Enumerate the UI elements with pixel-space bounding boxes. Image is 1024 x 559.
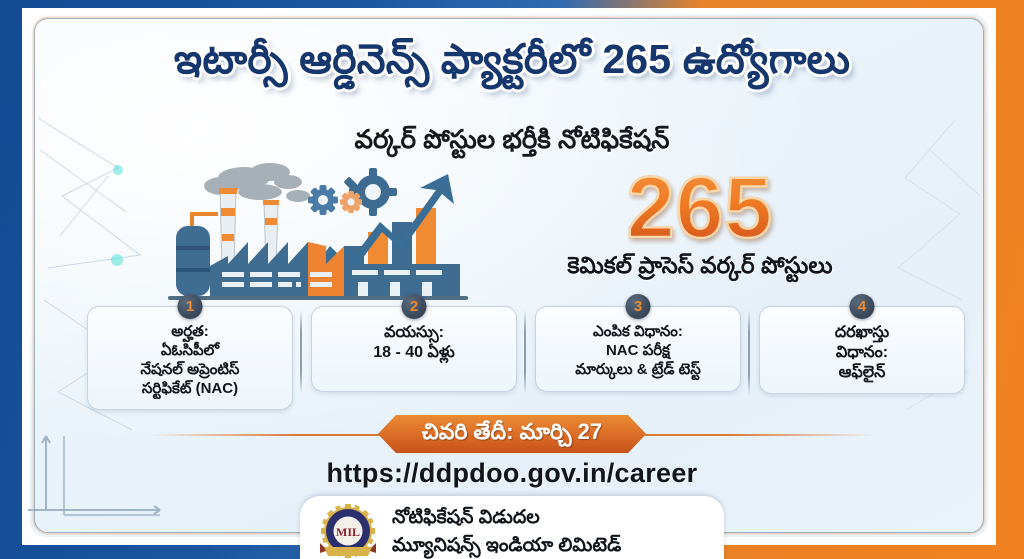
card-column-3: 3 ఎంపిక విధానం: NAC పరీక్ష మార్కులు & ట్… — [524, 294, 750, 394]
card-badge-1: 1 — [177, 294, 203, 319]
info-card-selection-process: 3 ఎంపిక విధానం: NAC పరీక్ష మార్కులు & ట్… — [534, 294, 742, 392]
footer-line-2: మ్యూనిషన్స్ ఇండియా లిమిటెడ్ — [392, 535, 622, 556]
info-card-eligibility: 1 అర్హత: ఏఓసిపీలో నేషనల్ అప్రెంటిస్ సర్ట… — [86, 294, 294, 410]
career-url-link[interactable]: https://ddpdoo.gov.in/career — [326, 458, 698, 488]
page-subtitle: వర్కర్ పోస్టుల భర్తీకి నోటిఫికేషన్ — [354, 124, 670, 154]
card-badge-4: 4 — [849, 294, 875, 319]
card-line: మార్కులు & ట్రేడ్ టెస్ట్ — [575, 360, 701, 378]
highlight-number: 265 — [470, 164, 930, 253]
deadline-banner: చివరి తేదీ: మార్చి 27 — [378, 415, 646, 453]
highlight-caption: కెమికల్ ప్రాసెస్ వర్కర్ పోస్టులు — [567, 252, 833, 279]
smokestack — [219, 188, 237, 269]
highlight-area: 265 కెమికల్ ప్రాసెస్ వర్కర్ పోస్టులు — [470, 164, 930, 285]
card-badge-3: 3 — [625, 294, 651, 319]
factory-building — [168, 188, 468, 300]
svg-text:MIL: MIL — [336, 525, 360, 539]
info-card-application-mode: 4 దరఖాస్తు విధానం: ఆఫ్‌లైన్ — [758, 294, 966, 395]
card-column-4: 4 దరఖాస్తు విధానం: ఆఫ్‌లైన్ — [748, 294, 974, 397]
card-badge-2: 2 — [401, 294, 427, 319]
info-card-age-limit: 2 వయస్సు: 18 - 40 ఏళ్లు — [310, 294, 518, 392]
factory-growth-illustration — [168, 163, 468, 300]
subtitle-area: వర్కర్ పోస్టుల భర్తీకి నోటిఫికేషన్ — [0, 124, 1024, 161]
card-line: వయస్సు: — [384, 324, 444, 341]
card-line: విధానం: — [835, 344, 889, 362]
footer-bar: MIL నోటిఫికేషన్ విడుదల మ్యూనిషన్స్ ఇండియ… — [300, 496, 724, 559]
card-column-2: 2 వయస్సు: 18 - 40 ఏళ్లు — [300, 294, 526, 394]
card-line: నేషనల్ అప్రెంటిస్ — [140, 360, 240, 378]
footer-line-1: నోటిఫికేషన్ విడుదల — [392, 507, 540, 528]
gear-icon — [344, 168, 397, 216]
card-line: ఏఓసిపీలో — [160, 341, 220, 359]
gear-icon — [308, 185, 338, 215]
card-line: సర్టిఫికేట్ (NAC) — [141, 379, 239, 397]
footer-text-block: నోటిఫికేషన్ విడుదల మ్యూనిషన్స్ ఇండియా లి… — [392, 505, 621, 559]
card-line: NAC పరీక్ష — [605, 341, 671, 359]
title-area: ఇటార్సీ ఆర్డినెన్స్ ఫ్యాక్టరీలో 265 ఉద్య… — [0, 36, 1024, 82]
card-line: అర్హత: — [171, 323, 209, 340]
mil-emblem-logo: MIL — [320, 504, 376, 558]
url-area: https://ddpdoo.gov.in/career — [0, 458, 1024, 489]
page-title: ఇటార్సీ ఆర్డినెన్స్ ఫ్యాక్టరీలో 265 ఉద్య… — [173, 36, 851, 82]
card-column-1: 1 అర్హత: ఏఓసిపీలో నేషనల్ అప్రెంటిస్ సర్ట… — [78, 294, 302, 410]
card-line: ఆఫ్‌లైన్ — [838, 364, 886, 382]
gear-icon — [340, 191, 362, 213]
info-cards-row: 1 అర్హత: ఏఓసిపీలో నేషనల్ అప్రెంటిస్ సర్ట… — [78, 294, 974, 410]
card-line: 18 - 40 ఏళ్లు — [373, 344, 455, 362]
card-line: దరఖాస్తు — [834, 324, 890, 341]
card-line: ఎంపిక విధానం: — [593, 323, 683, 340]
